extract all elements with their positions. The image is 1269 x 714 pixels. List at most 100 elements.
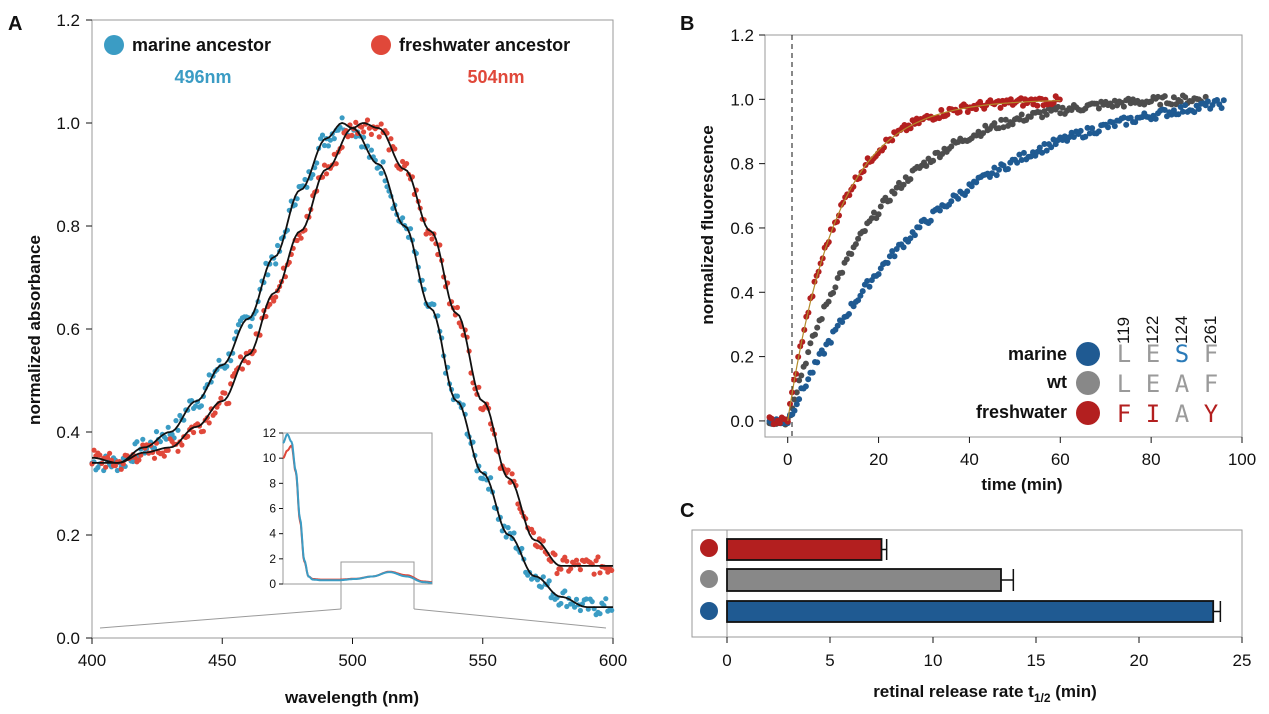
data-point-wt (1095, 105, 1102, 112)
data-point-freshwater-ancestor (105, 454, 111, 460)
panel-a-inset-spectrum: 0 2 4 6 8 10 12 (99, 426, 607, 629)
data-point-marine (889, 248, 896, 255)
data-point-freshwater-ancestor (349, 132, 355, 138)
panel-a-y-tick-label: 1.2 (56, 11, 80, 30)
data-point-wt (796, 377, 803, 384)
data-point-freshwater-ancestor (191, 429, 197, 436)
data-point-wt (1111, 97, 1118, 104)
data-point-freshwater-ancestor (271, 298, 277, 304)
residue-wt-261: F (1204, 370, 1218, 398)
data-point-marine (907, 235, 914, 242)
data-point-marine-ancestor (359, 144, 365, 150)
panel-c-x-tick-label: 10 (924, 651, 943, 670)
data-point-freshwater-ancestor (103, 464, 109, 470)
data-point-marine (796, 396, 803, 403)
data-point-freshwater-ancestor (378, 121, 384, 127)
panel-label-c: C (680, 500, 694, 522)
panel-b-x-tick-label: 100 (1228, 450, 1256, 469)
residue-wt-124: A (1175, 370, 1190, 398)
data-point-wt (1182, 94, 1189, 101)
panel-a-x-tick-label: 450 (208, 651, 236, 670)
data-point-wt (1057, 110, 1064, 117)
data-point-freshwater-ancestor (226, 400, 232, 406)
data-point-wt (1120, 103, 1127, 110)
data-point-wt (798, 372, 805, 379)
data-point-marine (834, 322, 841, 329)
data-point-freshwater-ancestor (185, 433, 191, 439)
data-point-wt (877, 203, 884, 210)
data-point-marine-ancestor (583, 596, 589, 602)
data-point-freshwater-ancestor (263, 313, 269, 320)
data-point-marine-ancestor (564, 603, 570, 610)
data-point-wt (1068, 107, 1075, 113)
data-point-marine (973, 179, 980, 186)
data-point-marine-ancestor (134, 439, 140, 445)
data-point-wt (818, 316, 825, 322)
legend-marker-marine-ancestor (104, 35, 124, 55)
panel-a-y-tick-label: 0.4 (56, 423, 80, 442)
data-point-wt (1039, 114, 1046, 121)
inset-y-tick-label: 4 (269, 527, 276, 541)
data-point-freshwater-ancestor (212, 410, 218, 416)
data-point-marine (821, 350, 828, 357)
data-point-marine (1111, 123, 1118, 130)
panel-b-y-tick-label: 0.8 (730, 155, 754, 174)
data-point-freshwater-ancestor (530, 530, 537, 536)
data-point-freshwater-ancestor (597, 570, 603, 576)
data-point-marine-ancestor (562, 588, 568, 594)
bar-freshwater (726, 538, 883, 561)
data-point-freshwater-ancestor (573, 557, 580, 563)
data-point-wt (802, 360, 809, 367)
data-point-marine-ancestor (235, 322, 242, 328)
data-point-freshwater-ancestor (175, 448, 181, 454)
legend-label-freshwater-ancestor: freshwater ancestor (399, 35, 570, 55)
data-point-marine (793, 401, 800, 408)
panel-b-data-points (766, 92, 1227, 428)
position-122: 122 (1143, 316, 1162, 344)
data-point-freshwater-ancestor (97, 452, 103, 458)
data-point-marine-ancestor (163, 436, 169, 442)
data-point-marine (916, 224, 923, 231)
panel-b-x-tick-label: 20 (869, 450, 888, 469)
data-point-freshwater-ancestor (294, 237, 300, 244)
panel-b-frame (764, 34, 1243, 438)
data-point-freshwater-ancestor (107, 450, 113, 456)
panel-a-x-axis-label: wavelength (nm) (284, 688, 419, 707)
data-point-marine-ancestor (130, 458, 136, 465)
data-point-marine-ancestor (546, 578, 552, 584)
data-point-freshwater-ancestor (591, 571, 597, 577)
data-point-freshwater-ancestor (222, 390, 228, 396)
data-point-marine (1191, 109, 1198, 116)
data-point-freshwater-ancestor (239, 366, 245, 372)
data-point-marine (1105, 124, 1111, 131)
panel-b-x-axis-label: time (min) (981, 475, 1062, 494)
data-point-marine (1179, 108, 1186, 115)
data-point-freshwater-ancestor (333, 161, 339, 167)
data-point-freshwater-ancestor (400, 158, 406, 165)
data-point-freshwater-ancestor (179, 442, 185, 448)
panel-b-y-tick-label: 0.6 (730, 219, 754, 238)
data-point-marine (900, 244, 907, 251)
data-point-marine (1036, 144, 1043, 151)
panel-b-x-tick-label: 60 (1051, 450, 1070, 469)
data-point-freshwater-ancestor (386, 147, 392, 153)
inset-y-ticks: 0 2 4 6 8 10 12 (263, 426, 283, 591)
inset-zoom-connector-left (99, 608, 342, 629)
data-point-freshwater-ancestor (562, 554, 568, 560)
data-point-freshwater-ancestor (609, 567, 615, 574)
panel-a-absorbance-chart: 0.0 0.2 0.4 0.6 0.8 1.0 1.2 400 450 500 550 600 wa… (25, 11, 627, 707)
data-point-freshwater-ancestor (552, 552, 558, 558)
data-point-marine (991, 164, 998, 171)
data-point-marine-ancestor (228, 358, 234, 364)
data-point-wt (848, 251, 855, 257)
data-point-marine-ancestor (151, 445, 158, 451)
residue-marine-119: L (1117, 340, 1131, 368)
data-point-freshwater (997, 104, 1004, 111)
data-point-marine (1014, 159, 1021, 166)
panel-a-y-ticks: 0.0 0.2 0.4 0.6 0.8 1.0 1.2 (56, 11, 92, 648)
data-point-marine (1070, 134, 1077, 140)
legend-marker-freshwater (1076, 401, 1100, 425)
data-point-marine (1182, 102, 1189, 109)
data-point-wt (930, 157, 937, 164)
